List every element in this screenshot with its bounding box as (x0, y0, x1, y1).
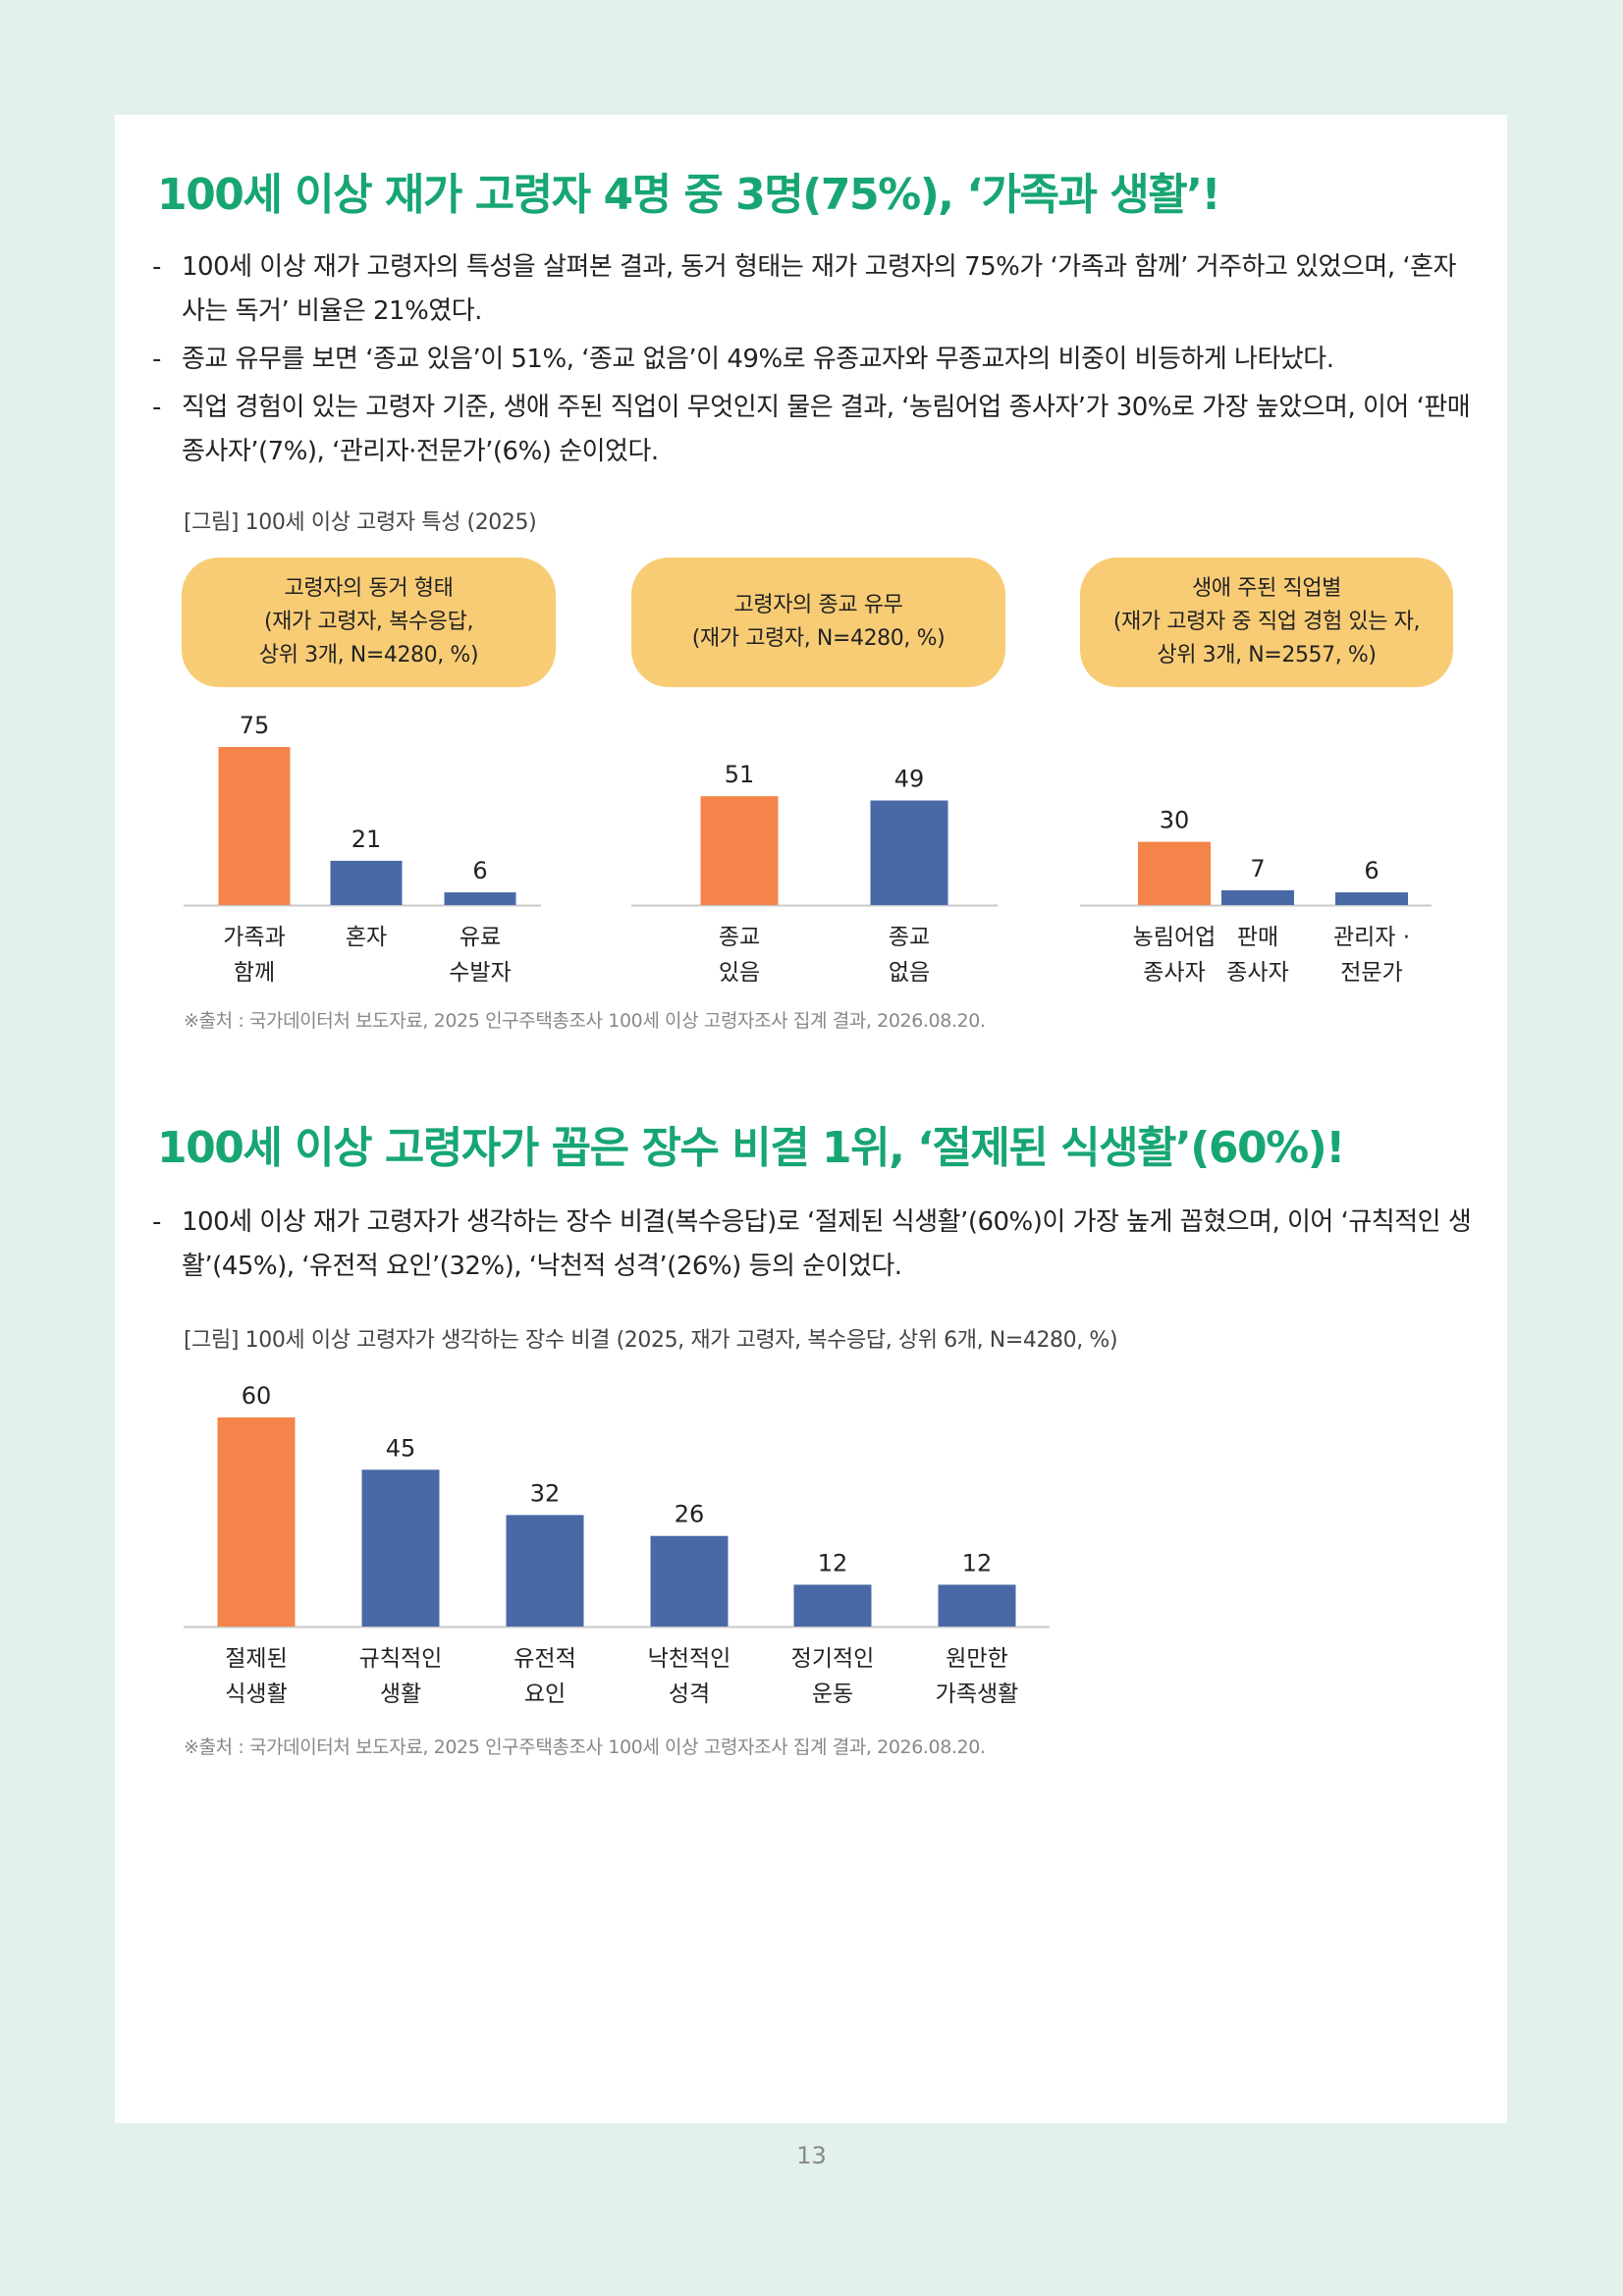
data-label: 32 (530, 1479, 561, 1507)
bar (444, 892, 516, 905)
bar (506, 1515, 584, 1627)
category-label: 생활 (380, 1682, 421, 1707)
section-1-bullets: 100세 이상 재가 고령자의 특성을 살펴본 결과, 동거 형태는 재가 고령… (152, 245, 1473, 478)
chart-title-line: (재가 고령자, N=4280, %) (691, 626, 946, 651)
category-label: 농림어업 (1133, 925, 1217, 950)
data-label: 12 (962, 1549, 993, 1576)
page-number: 13 (796, 2142, 827, 2169)
category-label: 가족생활 (936, 1682, 1019, 1707)
bar (330, 860, 403, 905)
bar (218, 747, 291, 905)
bullet-item: 100세 이상 재가 고령자가 생각하는 장수 비결(복수응답)로 ‘절제된 식… (152, 1201, 1473, 1289)
category-label: 판매 (1237, 925, 1278, 950)
category-label: 관리자 · (1333, 925, 1410, 950)
bullet-item: 100세 이상 재가 고령자의 특성을 살펴본 결과, 동거 형태는 재가 고령… (152, 245, 1473, 334)
chart-title-line: 고령자의 동거 형태 (284, 576, 454, 601)
category-label: 종교 (719, 925, 760, 950)
bar (650, 1535, 729, 1627)
data-label: 51 (725, 761, 755, 788)
bullet-item: 종교 유무를 보면 ‘종교 있음’이 51%, ‘종교 없음’이 49%로 유종… (152, 338, 1473, 382)
bar (217, 1417, 296, 1627)
category-label: 전문가 (1340, 960, 1402, 986)
figure-2-caption: [그림] 100세 이상 고령자가 생각하는 장수 비결 (2025, 재가 고… (184, 1328, 1118, 1353)
category-label: 원만한 (946, 1646, 1007, 1672)
chart-title-line: 생애 주된 직업별 (1191, 576, 1342, 601)
data-label: 12 (818, 1549, 848, 1576)
data-label: 49 (894, 766, 925, 793)
data-label: 30 (1160, 807, 1190, 834)
bar (870, 800, 948, 905)
bar (361, 1469, 440, 1627)
figure-1-caption: [그림] 100세 이상 고령자 특성 (2025) (184, 510, 537, 535)
data-label: 6 (1364, 857, 1379, 884)
bullet-item: 직업 경험이 있는 고령자 기준, 생애 주된 직업이 무엇인지 물은 결과, … (152, 386, 1473, 474)
bar (1138, 841, 1211, 905)
category-label: 낙천적인 (648, 1646, 731, 1672)
chart-2-title: 고령자의 종교 유무 (재가 고령자, N=4280, %) (631, 558, 1005, 687)
data-label: 60 (242, 1382, 272, 1410)
data-label: 45 (386, 1434, 416, 1462)
category-label: 정기적인 (791, 1646, 875, 1672)
category-label: 혼자 (346, 925, 387, 950)
category-label: 있음 (719, 960, 760, 986)
chart-title-line: 상위 3개, N=4280, %) (258, 643, 479, 667)
category-label: 없음 (889, 960, 930, 986)
section-1-title: 100세 이상 재가 고령자 4명 중 3명(75%), ‘가족과 생활’! (157, 170, 1221, 220)
data-label: 26 (675, 1501, 705, 1528)
data-label: 75 (240, 712, 270, 739)
chart-title-line: 상위 3개, N=2557, %) (1157, 643, 1377, 667)
category-label: 함께 (234, 960, 275, 986)
category-label: 종사자 (1143, 960, 1205, 986)
section-2-bullets: 100세 이상 재가 고령자가 생각하는 장수 비결(복수응답)로 ‘절제된 식… (152, 1201, 1473, 1293)
data-label: 7 (1250, 855, 1265, 882)
category-label: 종사자 (1226, 960, 1288, 986)
category-label: 수발자 (449, 960, 511, 986)
category-label: 식생활 (225, 1682, 287, 1707)
figure-2-source: ※출처 : 국가데이터처 보도자료, 2025 인구주택총조사 100세 이상 … (184, 1736, 986, 1758)
data-label: 6 (472, 857, 487, 884)
chart-title-line: 고령자의 종교 유무 (733, 593, 903, 617)
category-label: 가족과 (223, 925, 285, 950)
section-2-title: 100세 이상 고령자가 꼽은 장수 비결 1위, ‘절제된 식생활’(60%)… (157, 1123, 1345, 1173)
figure-1-source: ※출처 : 국가데이터처 보도자료, 2025 인구주택총조사 100세 이상 … (184, 1010, 986, 1032)
category-label: 유료 (460, 925, 501, 950)
bar (1335, 892, 1408, 905)
category-label: 유전적 (514, 1646, 575, 1672)
category-label: 요인 (524, 1682, 566, 1707)
bar (793, 1584, 872, 1627)
category-label: 성격 (669, 1682, 710, 1707)
bar (1221, 889, 1294, 905)
category-label: 종교 (889, 925, 930, 950)
chart-3-title: 생애 주된 직업별 (재가 고령자 중 직업 경험 있는 자, 상위 3개, N… (1080, 558, 1453, 687)
chart-title-line: (재가 고령자 중 직업 경험 있는 자, (1112, 610, 1421, 634)
category-label: 절제된 (225, 1646, 287, 1672)
category-label: 운동 (812, 1682, 853, 1707)
data-label: 21 (352, 826, 382, 853)
chart-title-line: (재가 고령자, 복수응답, (263, 610, 474, 634)
bar (700, 796, 779, 905)
chart-1-title: 고령자의 동거 형태 (재가 고령자, 복수응답, 상위 3개, N=4280,… (182, 558, 556, 687)
bar (938, 1584, 1016, 1627)
category-label: 규칙적인 (359, 1646, 443, 1672)
